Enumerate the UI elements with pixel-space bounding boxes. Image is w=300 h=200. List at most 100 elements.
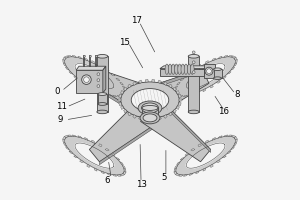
Polygon shape xyxy=(99,121,160,165)
Polygon shape xyxy=(189,94,193,96)
Polygon shape xyxy=(174,89,176,93)
Polygon shape xyxy=(210,85,213,88)
Ellipse shape xyxy=(97,55,108,58)
Polygon shape xyxy=(177,162,180,165)
Polygon shape xyxy=(160,66,208,69)
Polygon shape xyxy=(72,55,76,57)
Polygon shape xyxy=(174,165,178,169)
Polygon shape xyxy=(173,109,176,113)
Polygon shape xyxy=(74,76,78,78)
Polygon shape xyxy=(174,92,177,95)
Polygon shape xyxy=(210,164,213,167)
Polygon shape xyxy=(124,169,126,172)
Circle shape xyxy=(97,73,100,76)
Polygon shape xyxy=(128,84,131,88)
Polygon shape xyxy=(186,64,225,89)
Polygon shape xyxy=(91,83,144,118)
Text: 15: 15 xyxy=(119,38,130,47)
Polygon shape xyxy=(164,115,167,118)
Circle shape xyxy=(83,55,85,57)
Polygon shape xyxy=(103,66,106,93)
Polygon shape xyxy=(235,139,237,143)
Polygon shape xyxy=(63,139,65,143)
Polygon shape xyxy=(222,156,226,158)
Polygon shape xyxy=(119,102,122,105)
Polygon shape xyxy=(75,64,114,89)
Ellipse shape xyxy=(121,82,179,118)
Polygon shape xyxy=(76,66,106,70)
Polygon shape xyxy=(191,69,195,71)
Ellipse shape xyxy=(142,113,158,118)
Circle shape xyxy=(82,75,91,84)
Polygon shape xyxy=(74,156,78,158)
Circle shape xyxy=(192,51,195,54)
Polygon shape xyxy=(186,143,225,168)
Polygon shape xyxy=(234,57,237,60)
Polygon shape xyxy=(91,69,156,115)
Ellipse shape xyxy=(181,64,184,74)
Polygon shape xyxy=(121,91,124,94)
Polygon shape xyxy=(63,143,66,146)
Polygon shape xyxy=(105,149,109,151)
Polygon shape xyxy=(72,135,76,137)
Polygon shape xyxy=(118,99,121,101)
Polygon shape xyxy=(235,60,237,63)
Bar xyxy=(188,56,199,112)
Polygon shape xyxy=(183,175,188,176)
Polygon shape xyxy=(145,118,148,121)
Polygon shape xyxy=(196,92,199,94)
Polygon shape xyxy=(112,175,117,176)
Polygon shape xyxy=(107,94,111,96)
Polygon shape xyxy=(234,63,237,66)
Ellipse shape xyxy=(187,64,191,74)
Polygon shape xyxy=(124,109,127,113)
Polygon shape xyxy=(64,57,124,96)
Polygon shape xyxy=(176,94,180,96)
Polygon shape xyxy=(111,153,115,155)
Ellipse shape xyxy=(140,112,160,124)
Ellipse shape xyxy=(184,64,188,74)
Polygon shape xyxy=(99,144,102,147)
Polygon shape xyxy=(120,82,123,85)
Text: 0: 0 xyxy=(54,87,59,96)
Polygon shape xyxy=(224,55,228,57)
Polygon shape xyxy=(107,173,111,175)
Polygon shape xyxy=(65,147,69,149)
Ellipse shape xyxy=(142,105,158,110)
Polygon shape xyxy=(64,136,124,175)
Polygon shape xyxy=(89,98,160,162)
Polygon shape xyxy=(68,56,72,57)
Polygon shape xyxy=(117,175,121,176)
Polygon shape xyxy=(121,106,124,109)
Polygon shape xyxy=(174,169,176,172)
Polygon shape xyxy=(75,143,114,168)
Ellipse shape xyxy=(188,55,199,58)
Text: 6: 6 xyxy=(104,176,110,185)
Polygon shape xyxy=(152,79,155,82)
Circle shape xyxy=(207,69,212,74)
Polygon shape xyxy=(232,135,236,138)
Polygon shape xyxy=(63,137,66,140)
Polygon shape xyxy=(78,136,82,138)
Circle shape xyxy=(95,55,98,57)
Polygon shape xyxy=(234,143,237,146)
Polygon shape xyxy=(212,58,215,61)
Polygon shape xyxy=(99,64,102,67)
Polygon shape xyxy=(196,171,199,174)
Polygon shape xyxy=(101,171,104,174)
Polygon shape xyxy=(68,135,72,136)
Circle shape xyxy=(97,79,100,82)
Polygon shape xyxy=(63,63,66,66)
Polygon shape xyxy=(177,82,180,85)
Ellipse shape xyxy=(188,110,199,114)
Polygon shape xyxy=(69,72,73,74)
Polygon shape xyxy=(179,175,183,176)
Polygon shape xyxy=(128,112,131,116)
Polygon shape xyxy=(216,81,220,83)
Polygon shape xyxy=(111,74,115,76)
Polygon shape xyxy=(94,168,97,171)
Polygon shape xyxy=(198,64,201,67)
Polygon shape xyxy=(222,76,226,78)
Ellipse shape xyxy=(178,64,181,74)
Polygon shape xyxy=(87,85,90,88)
